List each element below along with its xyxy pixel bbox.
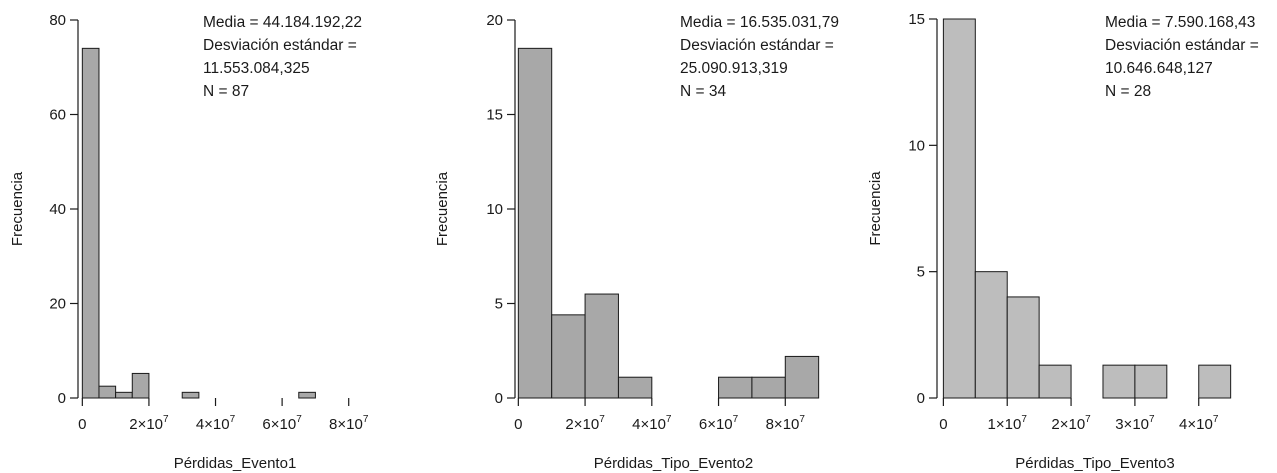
histogram-bar [1198, 364, 1232, 399]
histogram-bar [298, 391, 316, 399]
stats-annotation-line: 11.553.084,325 [203, 60, 310, 77]
y-tick-label: 15 [486, 107, 503, 124]
x-tick-label: 4×107 [1179, 414, 1219, 433]
y-tick-label: 20 [49, 296, 66, 313]
x-tick-label: 4×107 [196, 414, 236, 433]
y-tick-label: 0 [58, 390, 66, 407]
histogram-bar [1006, 296, 1040, 399]
y-tick-label: 15 [908, 11, 925, 28]
y-tick-label: 10 [908, 137, 925, 154]
y-tick-label: 5 [917, 264, 925, 281]
stats-annotation-line: Desviación estándar = [680, 37, 834, 54]
histogram-bar [617, 376, 653, 399]
histogram-bar [1134, 364, 1168, 399]
x-tick-label: 6×107 [699, 414, 739, 433]
histogram-bar [1038, 364, 1072, 399]
x-tick-label: 2×107 [129, 414, 169, 433]
x-tick-label: 8×107 [766, 414, 806, 433]
histogram-bar [942, 18, 976, 399]
y-tick-label: 60 [49, 107, 66, 124]
y-tick-label: 0 [495, 390, 503, 407]
histogram-bar [718, 376, 753, 399]
stats-annotation-line: Media = 16.535.031,79 [680, 14, 839, 31]
x-tick-label: 8×107 [329, 414, 369, 433]
stats-annotation-line: Media = 44.184.192,22 [203, 14, 362, 31]
histogram-bar [517, 47, 553, 399]
stats-annotation-line: 10.646.648,127 [1105, 60, 1213, 77]
histogram-bar [1102, 364, 1136, 399]
x-tick-label: 0 [78, 416, 86, 433]
y-axis-label: Frecuencia [867, 171, 884, 246]
y-tick-label: 80 [49, 12, 66, 29]
stats-annotation-line: N = 28 [1105, 83, 1151, 100]
stats-annotation-line: Media = 7.590.168,43 [1105, 14, 1255, 31]
histogram-bar [181, 391, 200, 399]
x-tick-label: 2×107 [565, 414, 605, 433]
histogram-panel-2: 0 5 10 15 20 0 2×107 4×107 6×107 8×107 Frecuencia P… [434, 12, 839, 472]
y-axis-label: Frecuencia [9, 171, 26, 246]
x-tick-label: 4×107 [632, 414, 672, 433]
stats-annotation-line: 25.090.913,319 [680, 60, 788, 77]
histogram-bar [584, 293, 619, 399]
y-axis-label: Frecuencia [434, 171, 451, 246]
y-tick-label: 40 [49, 201, 66, 218]
x-tick-label: 2×107 [1051, 414, 1091, 433]
histogram-panel-3: 0 5 10 15 0 1×107 2×107 3×107 4×107 Frecuencia Pér… [867, 11, 1259, 472]
y-tick-label: 10 [486, 201, 503, 218]
stats-annotation-line: Desviación estándar = [203, 37, 357, 54]
x-tick-label: 6×107 [262, 414, 302, 433]
x-axis-label: Pérdidas_Tipo_Evento3 [1015, 455, 1175, 472]
stats-annotation-line: N = 34 [680, 83, 726, 100]
histogram-bar [974, 271, 1008, 399]
x-tick-label: 1×107 [988, 414, 1028, 433]
histogram-bar [115, 391, 133, 399]
histogram-bar [751, 376, 786, 399]
y-tick-label: 0 [917, 390, 925, 407]
histogram-bar [784, 355, 820, 399]
y-tick-label: 5 [495, 296, 503, 313]
stats-annotation-line: Desviación estándar = [1105, 37, 1259, 54]
histogram-bar [98, 385, 117, 399]
x-tick-label: 0 [514, 416, 522, 433]
stats-annotation-line: N = 87 [203, 83, 249, 100]
x-axis-label: Pérdidas_Tipo_Evento2 [594, 455, 754, 472]
x-tick-label: 3×107 [1115, 414, 1155, 433]
histogram-bar [81, 47, 100, 399]
histogram-bar [551, 314, 586, 399]
histogram-panel-1: 0 20 40 60 80 0 2×107 4×107 6×107 8×107 Frecuencia… [9, 12, 369, 472]
x-tick-label: 0 [939, 416, 947, 433]
x-axis-label: Pérdidas_Evento1 [174, 455, 297, 472]
y-tick-label: 20 [486, 12, 503, 29]
histogram-bar [131, 372, 150, 399]
